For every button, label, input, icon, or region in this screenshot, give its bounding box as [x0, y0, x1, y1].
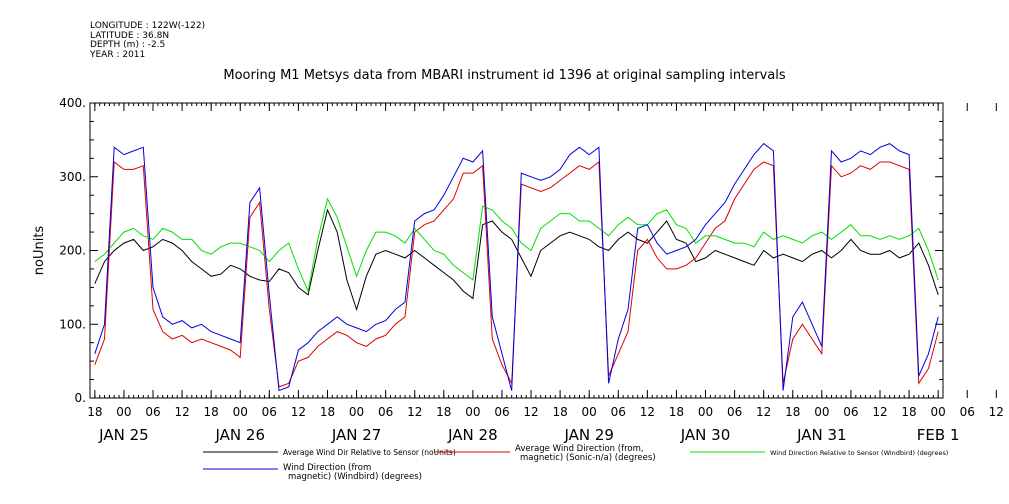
y-tick-label: 100.: [59, 317, 86, 331]
series-line-1: [94, 208, 939, 312]
x-tick-label: 00: [465, 405, 480, 419]
series-line-4: [94, 142, 939, 392]
x-tick-label: 00: [233, 405, 248, 419]
x-tick-label: 06: [960, 405, 975, 419]
x-tick-label: 06: [611, 405, 626, 419]
legend-label-2: Average Wind Direction (from,: [515, 444, 644, 454]
x-tick-label: 00: [698, 405, 713, 419]
date-label: FEB 1: [917, 426, 960, 444]
y-tick-label: 0.: [75, 391, 86, 405]
latitude-text: LATITUDE : 36.8N: [90, 30, 170, 41]
legend-label-4: Wind Direction (from: [283, 463, 371, 473]
x-tick-label: 00: [116, 405, 131, 419]
x-tick-label: 06: [378, 405, 393, 419]
x-tick-label: 06: [843, 405, 858, 419]
legend-group: Average Wind Dir Relative to Sensor (noU…: [203, 444, 948, 482]
x-tick-label: 12: [640, 405, 655, 419]
x-tick-label: 06: [262, 405, 277, 419]
date-label: JAN 29: [563, 426, 614, 444]
date-label: JAN 28: [447, 426, 498, 444]
x-tick-label: 12: [523, 405, 538, 419]
date-label: JAN 25: [98, 426, 149, 444]
date-label: JAN 26: [214, 426, 265, 444]
x-tick-label: 00: [931, 405, 946, 419]
legend-label-1: Average Wind Dir Relative to Sensor (noU…: [283, 448, 456, 457]
x-tick-label: 06: [494, 405, 509, 419]
x-tick-label: 12: [872, 405, 887, 419]
y-axis-label: noUnits: [32, 226, 47, 276]
x-tick-label: 00: [349, 405, 364, 419]
depth-text: DEPTH (m) : -2.5: [90, 40, 166, 50]
x-tick-label: 18: [320, 405, 335, 419]
x-tick-label: 18: [436, 405, 451, 419]
series-line-3: [94, 197, 939, 293]
date-label: JAN 27: [331, 426, 382, 444]
legend-label-3: Wind Direction Relative to Sensor (Windb…: [770, 449, 948, 457]
x-tick-label: 12: [756, 405, 771, 419]
x-tick-label: 00: [814, 405, 829, 419]
y-tick-label: 200.: [59, 244, 86, 258]
x-tick-label: 18: [785, 405, 800, 419]
x-tick-label: 00: [582, 405, 597, 419]
legend-label-4-cont: magnetic) (Windbird) (degrees): [288, 472, 422, 482]
legend-label-2-cont: magnetic) (Sonic-n/a) (degrees): [520, 453, 656, 463]
x-tick-label: 18: [901, 405, 916, 419]
date-label: JAN 31: [796, 426, 847, 444]
x-tick-label: 06: [145, 405, 160, 419]
series-group: [94, 142, 939, 392]
plot-frame: [89, 102, 944, 399]
x-tick-label: 12: [989, 405, 1004, 419]
year-text: YEAR : 2011: [90, 49, 146, 60]
chart-title: Mooring M1 Metsys data from MBARI instru…: [223, 68, 786, 83]
x-tick-label: 18: [552, 405, 567, 419]
metadata-block: LONGITUDE : 122W(-122) LATITUDE : 36.8N …: [90, 21, 206, 60]
longitude-text: LONGITUDE : 122W(-122): [90, 21, 206, 31]
x-tick-label: 18: [204, 405, 219, 419]
axes-group: 0. 100. 200. 300. 400. noUnits 18 00 06 12 18 00 06 1…: [32, 96, 1004, 444]
x-tick-label: 12: [174, 405, 189, 419]
x-tick-label: 06: [727, 405, 742, 419]
y-tick-label: 400.: [59, 96, 86, 110]
y-tick-label: 300.: [59, 170, 86, 184]
x-tick-label: 12: [407, 405, 422, 419]
x-tick-label: 18: [669, 405, 684, 419]
date-label: JAN 30: [680, 426, 731, 444]
x-tick-label: 12: [291, 405, 306, 419]
x-tick-label: 18: [87, 405, 102, 419]
